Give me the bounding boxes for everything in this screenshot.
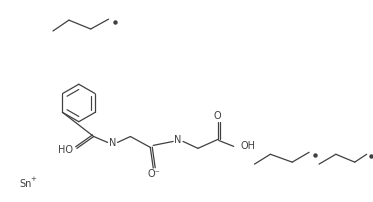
- Text: Sn: Sn: [19, 179, 32, 189]
- Text: N: N: [174, 136, 182, 145]
- Text: +: +: [30, 176, 36, 182]
- Text: N: N: [109, 138, 116, 148]
- Text: O⁻: O⁻: [148, 169, 161, 179]
- Text: OH: OH: [240, 141, 255, 151]
- Text: HO: HO: [59, 145, 73, 155]
- Text: O: O: [214, 111, 222, 121]
